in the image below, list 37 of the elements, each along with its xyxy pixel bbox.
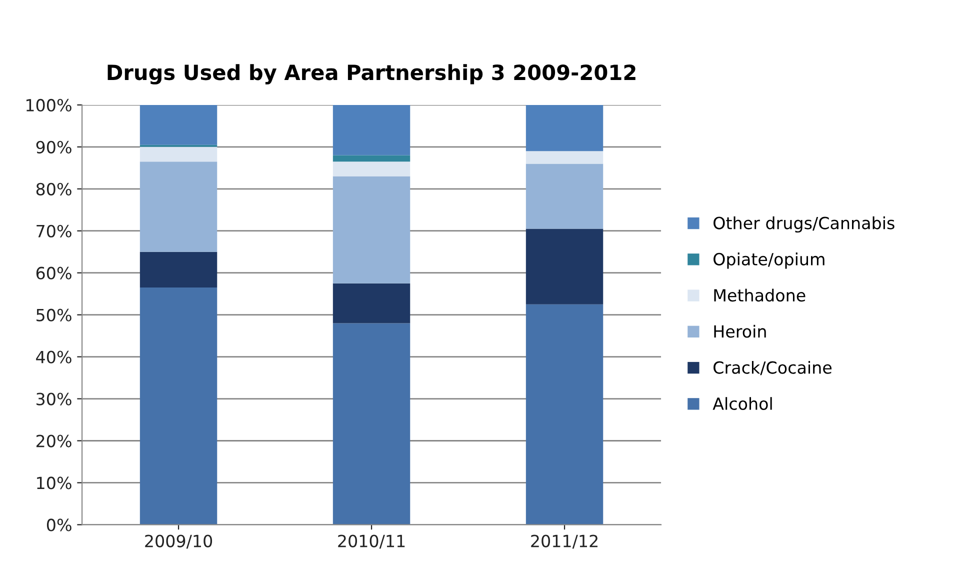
bar xyxy=(526,164,604,229)
bar xyxy=(140,288,218,525)
bar xyxy=(332,323,410,525)
bar xyxy=(140,162,218,252)
chart-title: Drugs Used by Area Partnership 3 2009-2012 xyxy=(108,64,636,84)
y-tick-label: 70% xyxy=(36,224,72,238)
bar xyxy=(332,155,410,162)
y-tick-label: 60% xyxy=(36,266,72,280)
legend-label: Heroin xyxy=(714,324,766,338)
bar xyxy=(526,104,604,152)
bar xyxy=(140,252,218,288)
bar xyxy=(332,104,410,156)
legend-label: Crack/Cocaine xyxy=(714,360,832,376)
legend-label: Opiate/opium xyxy=(714,252,824,269)
x-tick-label: 2011/12 xyxy=(531,534,598,549)
y-tick-label: 90% xyxy=(36,140,72,154)
bar xyxy=(526,304,604,525)
y-tick-label: 40% xyxy=(36,350,72,364)
bar xyxy=(140,104,218,145)
bar xyxy=(332,283,410,324)
bar xyxy=(332,176,410,284)
legend-label: Other drugs/Cannabis xyxy=(714,216,894,233)
y-tick-label: 30% xyxy=(36,392,72,406)
y-tick-label: 10% xyxy=(37,476,72,490)
bar xyxy=(140,146,218,162)
legend-label: Methadone xyxy=(714,288,806,302)
x-tick-label: 2009/10 xyxy=(145,534,212,549)
bar xyxy=(332,162,410,176)
bar xyxy=(526,228,604,304)
legend-label: Alcohol xyxy=(712,397,772,410)
x-tick-label: 2010/11 xyxy=(338,534,405,549)
y-tick-label: 100% xyxy=(26,98,72,112)
y-tick-label: 80% xyxy=(36,182,72,196)
y-tick-label: 20% xyxy=(36,434,72,448)
y-tick-label: 50% xyxy=(36,308,72,322)
y-tick-label: 0% xyxy=(46,518,72,532)
bar xyxy=(526,151,604,164)
